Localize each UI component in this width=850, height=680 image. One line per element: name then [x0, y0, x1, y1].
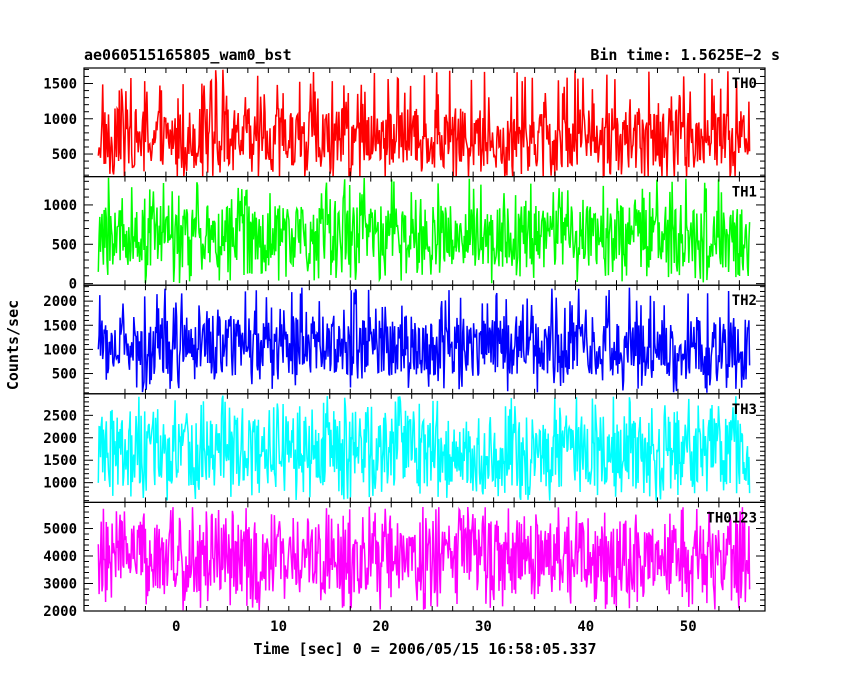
y-tick-label: 4000	[43, 549, 77, 565]
panel-th0: 500 1000 1500 TH0	[43, 67, 766, 179]
y-tick-label: 1000	[43, 342, 77, 358]
y-tick-label: 2000	[43, 294, 77, 310]
x-tick-label: 20	[373, 619, 390, 635]
series-th1	[97, 177, 751, 284]
panel-label-th0123: TH0123	[706, 510, 757, 526]
y-tick-label: 1000	[43, 112, 77, 128]
x-tick-label: 50	[680, 619, 697, 635]
panel-frame	[83, 501, 766, 612]
bin-time-label: Bin time: 1.5625E−2 s	[590, 46, 780, 64]
y-tick-label: 1500	[43, 453, 77, 469]
y-tick-label: 5000	[43, 522, 77, 538]
y-tick-label: 3000	[43, 577, 77, 593]
y-tick-label: 1000	[43, 198, 77, 214]
y-tick-label: 1000	[43, 476, 77, 492]
x-tick-label: 40	[577, 619, 594, 635]
series-th0	[97, 69, 751, 179]
panel-th3: 1000 1500 2000 2500 TH3	[43, 393, 766, 503]
x-tick-label: 30	[475, 619, 492, 635]
y-tick-label: 2000	[43, 604, 77, 620]
y-tick-label: 500	[52, 147, 77, 163]
series-th2	[97, 287, 751, 393]
y-tick-label: 500	[52, 367, 77, 383]
y-tick-label: 2500	[43, 408, 77, 424]
y-axis-label: Counts/sec	[4, 300, 22, 390]
y-tick-label: 1500	[43, 77, 77, 93]
series-th0123	[97, 506, 751, 611]
y-tick-label: 500	[52, 237, 77, 253]
series-th3	[97, 395, 751, 501]
x-tick-label: 0	[172, 619, 180, 635]
panel-th0123: 2000 3000 4000 5000 TH0123	[43, 501, 766, 620]
x-axis-label: Time [sec] 0 = 2006/05/15 16:58:05.337	[253, 640, 596, 658]
panel-label-th2: TH2	[732, 293, 757, 309]
y-tick-label: 1500	[43, 318, 77, 334]
panel-label-th3: TH3	[732, 402, 757, 418]
y-tick-label: 2000	[43, 431, 77, 447]
panel-th2: 500 1000 1500 2000 TH2	[43, 284, 766, 395]
y-tick-label: 0	[69, 277, 77, 293]
observation-id-title: ae060515165805_wam0_bst	[84, 46, 292, 64]
panel-label-th1: TH1	[732, 185, 757, 201]
x-tick-label: 10	[270, 619, 287, 635]
panel-th1: 0 500 1000 TH1	[43, 176, 766, 293]
panel-label-th0: TH0	[732, 76, 757, 92]
